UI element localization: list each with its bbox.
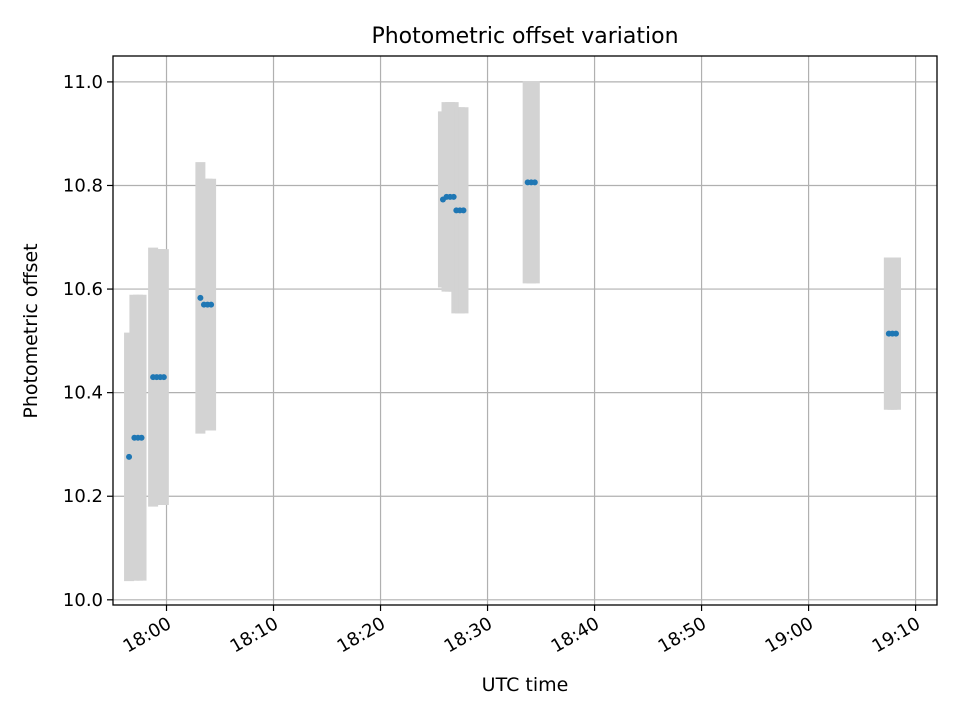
data-point (197, 294, 204, 301)
data-point (208, 301, 215, 308)
plot-frame (112, 55, 938, 606)
y-tick-label: 11.0 (63, 72, 103, 93)
y-axis-ticks: 10.0 10.2 10.4 10.6 10.8 11.0 (63, 72, 113, 611)
y-tick-label: 10.6 (63, 279, 103, 300)
data-point (138, 434, 145, 441)
data-point (892, 330, 899, 337)
y-tick-label: 10.8 (63, 175, 103, 196)
y-axis-title: Photometric offset (20, 243, 42, 418)
y-tick-label: 10.2 (63, 486, 103, 507)
chart-title: Photometric offset variation (371, 24, 678, 49)
x-axis-title: UTC time (482, 674, 569, 696)
data-point (450, 193, 457, 200)
data-point (531, 179, 538, 186)
data-point (126, 453, 133, 460)
data-point (460, 207, 467, 214)
data-points (126, 179, 899, 460)
y-tick-label: 10.4 (63, 383, 103, 404)
data-point (160, 374, 167, 381)
y-tick-label: 10.0 (63, 590, 103, 611)
